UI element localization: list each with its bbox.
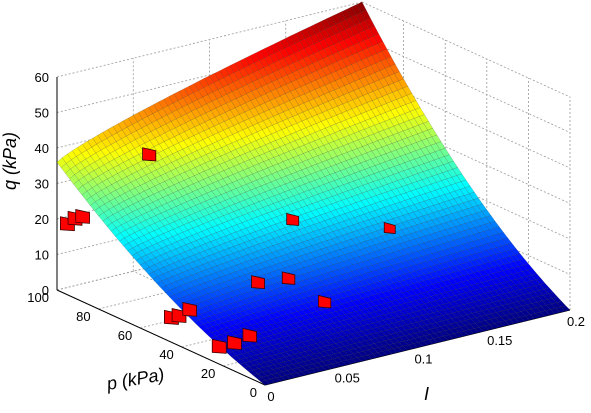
y-tick-label: 100 <box>27 290 49 305</box>
data-marker <box>227 335 242 350</box>
z-tick-label: 20 <box>35 212 49 227</box>
x-tick-label: 0.05 <box>335 370 360 385</box>
y-tick-label: 0 <box>250 385 257 400</box>
z-tick-label: 30 <box>35 177 49 192</box>
data-marker <box>211 338 227 354</box>
z-tick-label: 40 <box>35 141 49 156</box>
surface-cell <box>260 380 271 386</box>
y-tick-label: 20 <box>201 366 215 381</box>
y-axis-label: p (kPa) <box>104 364 166 394</box>
data-marker <box>281 271 296 285</box>
data-marker <box>242 328 257 343</box>
y-tick-label: 60 <box>118 328 132 343</box>
z-tick-label: 10 <box>35 248 49 263</box>
y-tick-label: 80 <box>76 309 90 324</box>
data-marker <box>317 294 332 309</box>
y-axis-line <box>56 289 266 386</box>
x-axis-label: I <box>424 384 429 404</box>
x-tick-label: 0.1 <box>414 352 432 367</box>
surface-mesh <box>56 1 571 386</box>
z-tick-label: 50 <box>35 106 49 121</box>
data-marker <box>251 275 265 290</box>
data-marker <box>286 212 300 226</box>
data-marker <box>182 301 197 317</box>
data-marker <box>142 147 157 162</box>
z-tick-label: 0 <box>42 283 49 298</box>
z-tick-label: 60 <box>35 70 49 85</box>
z-axis-label: q (kPa) <box>0 132 20 190</box>
data-marker <box>75 209 90 224</box>
x-tick-label: 0.2 <box>567 314 585 329</box>
y-tick-label: 40 <box>159 347 173 362</box>
data-markers <box>60 147 396 354</box>
x-tick-label: 0.15 <box>487 333 512 348</box>
x-tick-label: 0 <box>267 389 274 404</box>
data-marker <box>383 221 396 234</box>
